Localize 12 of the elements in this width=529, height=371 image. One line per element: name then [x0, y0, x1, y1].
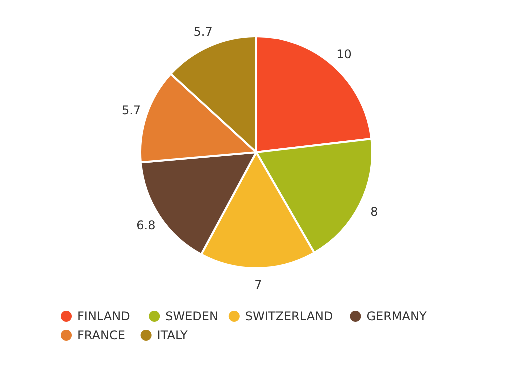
- data-label: 10: [336, 47, 352, 62]
- data-label: 8: [370, 205, 378, 220]
- legend-label: GERMANY: [366, 310, 428, 324]
- data-label: 5.7: [122, 104, 142, 118]
- legend-label: SWEDEN: [166, 310, 218, 324]
- data-label: 7: [254, 278, 262, 292]
- legend-label: ITALY: [157, 328, 189, 342]
- legend-label: SWITZERLAND: [245, 310, 334, 324]
- data-label: 5.7: [194, 25, 213, 40]
- legend-label: FRANCE: [78, 328, 126, 342]
- legend-label: FINLAND: [78, 310, 130, 324]
- data-label: 6.8: [136, 218, 156, 233]
